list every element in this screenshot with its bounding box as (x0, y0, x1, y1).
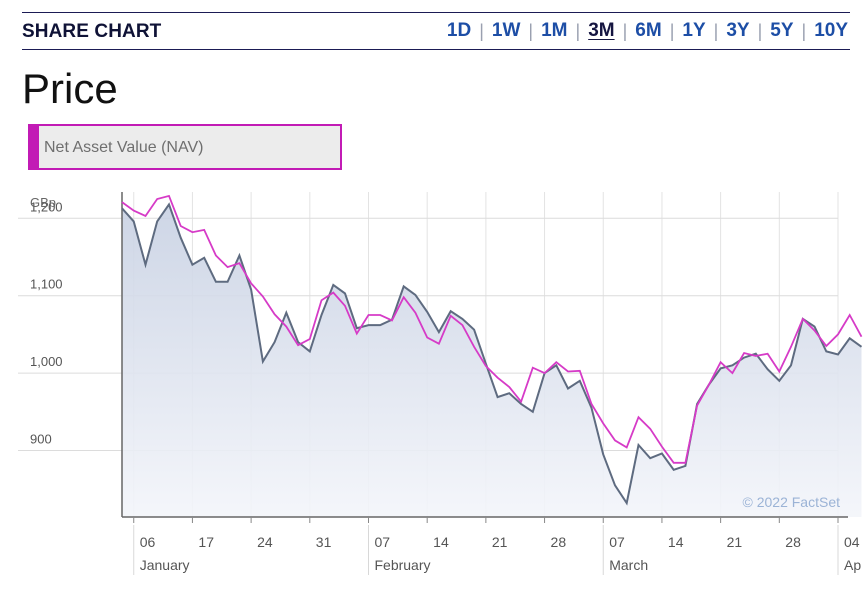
x-tick-label: 21 (727, 534, 743, 550)
month-label: February (374, 557, 430, 573)
section-title: SHARE CHART (22, 21, 162, 42)
y-tick-label: 900 (30, 431, 52, 446)
legend-label: Net Asset Value (NAV) (44, 139, 204, 156)
range-separator: | (801, 20, 807, 41)
range-1w[interactable]: 1W (491, 20, 521, 41)
chart-axes (121, 192, 848, 575)
range-1d[interactable]: 1D (446, 20, 472, 41)
y-tick-label: 1,200 (30, 199, 63, 214)
legend-swatch (30, 126, 39, 168)
share-price-area (122, 204, 862, 517)
x-tick-label: 17 (198, 534, 214, 550)
x-tick-label: 28 (785, 534, 801, 550)
x-tick-label: 31 (316, 534, 332, 550)
y-tick-label: 1,100 (30, 277, 63, 292)
range-3y[interactable]: 3Y (726, 20, 750, 41)
range-separator: | (713, 20, 719, 41)
x-tick-label: 21 (492, 534, 508, 550)
range-separator: | (669, 20, 675, 41)
page-title: Price (22, 65, 118, 112)
chart-labels: 900 1,000 1,100 1,200 06 17 24 31 07 14 21 28 07 14 21… (30, 199, 861, 573)
range-5y[interactable]: 5Y (770, 20, 794, 41)
range-10y[interactable]: 10Y (814, 20, 848, 41)
range-separator: | (479, 20, 484, 41)
y-tick-label: 1,000 (30, 354, 63, 369)
range-separator: | (528, 20, 534, 41)
x-tick-label: 24 (257, 534, 273, 550)
range-6m[interactable]: 6M (635, 20, 662, 41)
x-tick-label: 28 (551, 534, 567, 550)
range-1y[interactable]: 1Y (682, 20, 706, 41)
nav-line (121, 194, 863, 464)
share-chart-header: SHARE CHART 1D | 1W | 1M | 3M | 6M | 1Y | 3Y | 5Y | 10Y (22, 12, 850, 50)
range-separator: | (622, 20, 628, 41)
x-tick-label: 07 (374, 534, 390, 550)
month-label: March (609, 557, 648, 573)
watermark: © 2022 FactSet (743, 494, 841, 510)
range-separator: | (575, 20, 581, 41)
x-tick-label: 04 (844, 534, 860, 550)
x-tick-label: 06 (140, 534, 156, 550)
x-tick-label: 14 (433, 534, 449, 550)
range-1m[interactable]: 1M (541, 20, 568, 41)
range-selector: 1D | 1W | 1M | 3M | 6M | 1Y | 3Y | 5Y | 10Y (447, 20, 848, 42)
range-3m[interactable]: 3M (588, 20, 615, 41)
x-tick-label: 07 (609, 534, 625, 550)
x-tick-label: 14 (668, 534, 684, 550)
y-axis-label: GBp (30, 195, 56, 210)
month-label: January (140, 557, 190, 573)
month-label: Ap (844, 557, 861, 573)
range-separator: | (757, 20, 763, 41)
legend-nav[interactable]: Net Asset Value (NAV) (28, 124, 342, 170)
